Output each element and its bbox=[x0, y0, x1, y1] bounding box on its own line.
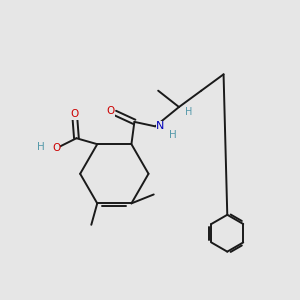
Text: H: H bbox=[185, 107, 192, 117]
Text: H: H bbox=[37, 142, 45, 152]
Text: O: O bbox=[106, 106, 115, 116]
Text: N: N bbox=[156, 121, 165, 131]
Text: H: H bbox=[169, 130, 177, 140]
Text: O: O bbox=[71, 110, 79, 119]
Text: O: O bbox=[52, 143, 60, 153]
